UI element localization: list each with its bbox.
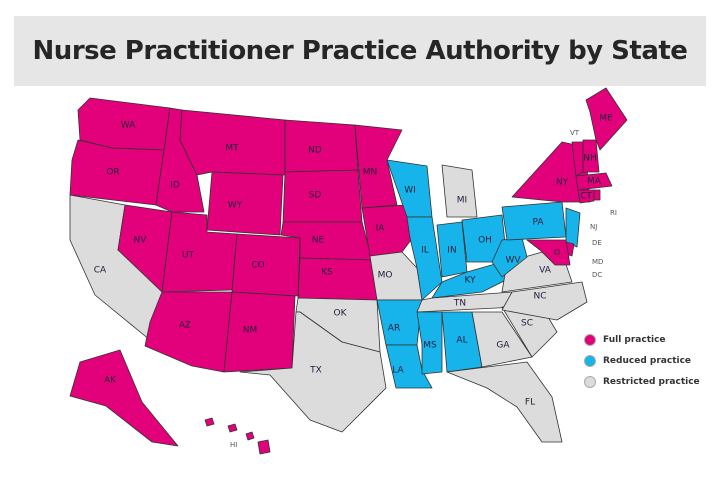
state-label-nj: NJ	[590, 223, 597, 231]
state-mn	[354, 124, 403, 209]
state-ak	[69, 349, 179, 447]
state-la	[385, 344, 433, 389]
state-nc	[501, 281, 588, 321]
state-label-de: DE	[592, 239, 602, 247]
state-label-ms: MS	[423, 341, 437, 351]
state-az	[144, 291, 233, 373]
state-hi	[227, 423, 238, 433]
state-tx	[239, 311, 387, 433]
state-ia	[361, 204, 418, 257]
state-label-ne: NE	[312, 236, 325, 246]
state-label-mo: MO	[378, 271, 393, 281]
state-co	[231, 233, 301, 297]
state-label-mi: MI	[457, 196, 467, 206]
state-label-va: VA	[539, 266, 552, 276]
state-ma	[575, 172, 613, 191]
state-label-nv: NV	[134, 236, 148, 246]
state-label-wa: WA	[121, 121, 136, 131]
state-label-hi: HI	[230, 441, 237, 449]
state-nh	[582, 139, 600, 173]
state-label-co: CO	[251, 261, 264, 271]
legend-item-full: Full practice	[584, 334, 700, 346]
state-label-oh: OH	[478, 236, 492, 246]
state-fl	[446, 361, 563, 443]
state-wy	[206, 171, 284, 236]
state-label-ca: CA	[94, 266, 107, 276]
state-label-al: AL	[456, 336, 467, 346]
state-nm	[223, 291, 296, 373]
state-ms	[416, 311, 443, 375]
state-label-nd: ND	[308, 146, 322, 156]
state-label-vt: VT	[570, 129, 580, 137]
legend-swatch-restricted	[584, 376, 596, 388]
state-ar	[376, 299, 423, 346]
state-label-ky: KY	[464, 276, 476, 286]
state-label-ri: RI	[610, 209, 617, 217]
state-mi	[441, 164, 478, 218]
state-label-ar: AR	[388, 324, 400, 334]
state-label-ak: AK	[104, 376, 117, 386]
state-tn	[416, 291, 518, 313]
state-me	[585, 87, 628, 151]
state-hi	[245, 431, 255, 441]
state-md	[526, 239, 571, 266]
legend-swatch-full	[584, 334, 596, 346]
state-mt	[179, 109, 286, 176]
legend-item-reduced: Reduced practice	[584, 355, 700, 367]
state-ct	[577, 189, 595, 204]
state-label-mn: MN	[363, 168, 378, 178]
state-label-me: ME	[599, 114, 613, 124]
state-label-ma: MA	[587, 177, 602, 187]
state-label-sc: SC	[521, 319, 533, 329]
state-label-in: IN	[447, 246, 456, 256]
state-label-wi: WI	[404, 186, 416, 196]
state-label-sd: SD	[309, 191, 322, 201]
state-label-ok: OK	[334, 309, 348, 319]
state-label-il: IL	[421, 246, 429, 256]
legend-swatch-reduced	[584, 355, 596, 367]
state-hi	[204, 417, 215, 427]
state-label-md: MD	[592, 258, 603, 266]
state-label-ga: GA	[496, 341, 510, 351]
legend-label: Full practice	[603, 335, 666, 345]
state-dc	[554, 249, 560, 255]
state-nj	[565, 207, 581, 248]
state-label-pa: PA	[532, 218, 544, 228]
state-label-wy: WY	[228, 201, 243, 211]
state-label-wv: WV	[505, 256, 521, 266]
state-label-tx: TX	[309, 366, 322, 376]
state-label-tn: TN	[453, 299, 466, 309]
state-ks	[297, 257, 378, 301]
legend: Full practice Reduced practice Restricte…	[584, 334, 700, 397]
state-hi	[257, 439, 271, 455]
page-title: Nurse Practitioner Practice Authority by…	[32, 36, 688, 66]
legend-label: Reduced practice	[603, 356, 692, 366]
state-sd	[282, 169, 363, 223]
state-label-or: OR	[106, 168, 119, 178]
legend-item-restricted: Restricted practice	[584, 376, 700, 388]
state-label-ut: UT	[182, 251, 195, 261]
state-label-la: LA	[392, 366, 404, 376]
legend-label: Restricted practice	[603, 377, 700, 387]
title-banner: Nurse Practitioner Practice Authority by…	[14, 16, 706, 86]
state-ri	[593, 189, 601, 201]
state-label-id: ID	[170, 181, 180, 191]
state-label-dc: DC	[592, 271, 602, 279]
state-label-ia: IA	[376, 224, 386, 234]
state-label-nc: NC	[533, 292, 546, 302]
state-label-ks: KS	[321, 268, 333, 278]
state-label-nh: NH	[583, 154, 597, 164]
state-label-nm: NM	[243, 326, 258, 336]
state-label-mt: MT	[225, 144, 239, 154]
state-label-fl: FL	[525, 398, 535, 408]
state-label-ct: CT	[580, 192, 592, 202]
state-label-az: AZ	[179, 321, 191, 331]
state-label-ny: NY	[556, 178, 569, 188]
